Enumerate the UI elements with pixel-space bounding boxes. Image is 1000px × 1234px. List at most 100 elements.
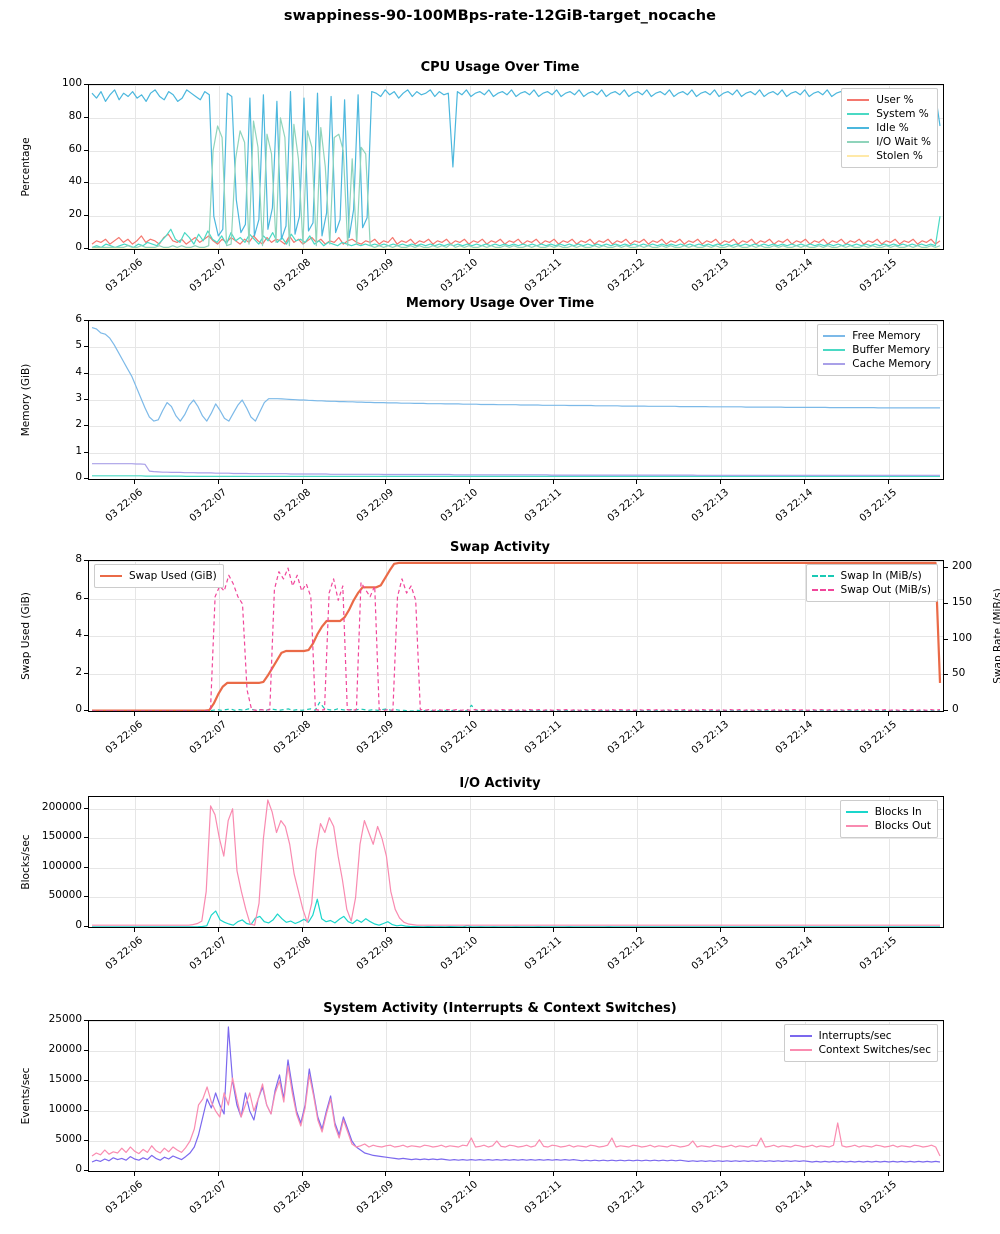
y-axis-right-tick-label: 50: [952, 667, 966, 680]
legend-item[interactable]: Free Memory: [823, 329, 931, 343]
x-axis-tickmark: [720, 1172, 722, 1176]
y-axis-tick-label: 6: [75, 590, 82, 603]
legend-label: Cache Memory: [852, 358, 931, 370]
y-axis-tickmark: [84, 1080, 88, 1081]
x-axis-tickmark: [552, 712, 554, 716]
legend-item[interactable]: Context Switches/sec: [789, 1043, 931, 1057]
legend-swap[interactable]: Swap In (MiB/s) Swap Out (MiB/s): [805, 564, 938, 602]
y-axis-tickmark: [84, 807, 88, 809]
chart-title-io: I/O Activity: [459, 776, 541, 791]
gridline-v: [219, 797, 220, 927]
y-axis-tickmark: [84, 1110, 88, 1111]
legend-item[interactable]: Buffer Memory: [823, 343, 931, 357]
legend-swatch-icon: [811, 575, 834, 577]
series-layer-io: [92, 799, 940, 927]
x-axis-tickmark: [636, 928, 638, 932]
gridline-v: [554, 561, 555, 711]
x-axis-tickmark: [636, 712, 638, 716]
y-axis-tickmark: [84, 320, 88, 321]
legend-label: Buffer Memory: [852, 344, 931, 356]
gridline-v: [470, 561, 471, 711]
legend-swap-left[interactable]: Swap Used (GiB): [94, 564, 224, 588]
legend-item[interactable]: System %: [847, 107, 931, 121]
gridline-v: [219, 1021, 220, 1171]
gridline-v: [637, 321, 638, 479]
x-axis-tickmark: [301, 712, 303, 716]
x-axis-tickmark: [803, 712, 805, 716]
series-layer-system: [91, 1026, 941, 1163]
legend-item[interactable]: Swap In (MiB/s): [811, 569, 931, 583]
y-axis-tickmark: [84, 560, 88, 561]
y-axis-label-system: Events/sec: [20, 1067, 32, 1125]
x-axis-tick-label: 03 22:08: [271, 1179, 313, 1217]
gridline-h: [89, 426, 943, 427]
y-axis-tick-label: 4: [75, 365, 82, 378]
x-axis-tickmark: [301, 1172, 303, 1176]
legend-item[interactable]: Idle %: [847, 121, 931, 135]
series-line: [91, 233, 941, 245]
x-axis-tick-label: 03 22:13: [689, 487, 732, 525]
y-axis-tick-label: 100000: [41, 859, 82, 872]
legend-io[interactable]: Blocks In Blocks Out: [839, 800, 938, 838]
x-axis-tick-label: 03 22:09: [354, 487, 397, 525]
legend-item[interactable]: Interrupts/sec: [789, 1029, 931, 1043]
x-axis-tickmark: [217, 712, 219, 716]
legend-item[interactable]: Cache Memory: [823, 357, 931, 371]
x-axis-tickmark: [385, 250, 387, 254]
legend-swatch-icon: [847, 141, 870, 143]
gridline-v: [470, 321, 471, 479]
x-axis-tick-label: 03 22:14: [773, 1179, 815, 1217]
x-axis-tickmark: [217, 480, 219, 484]
y-axis-tick-label: 25000: [48, 1013, 82, 1025]
gridline-v: [386, 797, 387, 927]
x-axis-tickmark: [803, 480, 805, 484]
x-axis-tickmark: [385, 480, 387, 484]
legend-label: Free Memory: [852, 330, 921, 342]
legend-item[interactable]: Blocks Out: [845, 819, 931, 833]
series-line: [91, 89, 941, 240]
x-axis-tick-label: 03 22:12: [606, 719, 648, 757]
y-axis-right-tickmark: [944, 638, 948, 640]
gridline-v: [386, 1021, 387, 1171]
x-axis-tickmark: [301, 250, 303, 254]
x-axis-tickmark: [887, 250, 889, 254]
legend-item[interactable]: Swap Used (GiB): [100, 569, 217, 583]
gridline-v: [470, 1021, 471, 1171]
legend-label: Stolen %: [876, 150, 923, 162]
series-line: [92, 567, 941, 711]
x-axis-tick-label: 03 22:06: [103, 487, 146, 525]
legend-swatch-icon: [789, 1049, 812, 1051]
x-axis-tick-label: 03 22:15: [857, 719, 899, 757]
x-axis-tickmark: [720, 480, 722, 484]
x-axis-tickmark: [636, 1172, 638, 1176]
gridline-v: [135, 561, 136, 711]
x-axis-tick-label: 03 22:11: [522, 487, 564, 525]
y-axis-tick-label: 8: [75, 553, 82, 565]
gridline-h: [89, 321, 943, 322]
series-layer-swap: [92, 561, 942, 711]
y-axis-tick-label: 2: [75, 665, 82, 678]
gridline-h: [89, 674, 943, 675]
y-axis-tick-label: 50000: [48, 889, 82, 902]
legend-swatch-icon: [823, 363, 846, 365]
x-axis-tick-label: 03 22:10: [438, 1179, 481, 1217]
legend-cpu[interactable]: User % System % Idle % I/O Wait % Stolen %: [841, 88, 938, 168]
legend-item[interactable]: Blocks In: [845, 805, 931, 819]
x-axis-tickmark: [636, 480, 638, 484]
series-line: [92, 117, 941, 248]
legend-item[interactable]: User %: [847, 93, 931, 107]
y-axis-right-tick-label: 100: [952, 631, 973, 644]
legend-swatch-icon: [845, 811, 868, 813]
y-axis-right-tickmark: [944, 567, 948, 569]
chart-title-cpu: CPU Usage Over Time: [420, 60, 580, 75]
legend-memory[interactable]: Free Memory Buffer Memory Cache Memory: [817, 324, 938, 376]
legend-system[interactable]: Interrupts/sec Context Switches/sec: [783, 1024, 938, 1062]
legend-item[interactable]: Swap Out (MiB/s): [811, 583, 931, 597]
x-axis-tick-label: 03 22:11: [522, 719, 564, 757]
y-axis-label-swap: Swap Used (GiB): [20, 592, 32, 680]
x-axis-tick-label: 03 22:07: [187, 935, 229, 973]
gridline-v: [805, 561, 806, 711]
legend-item[interactable]: I/O Wait %: [847, 135, 931, 149]
legend-item[interactable]: Stolen %: [847, 149, 931, 163]
y-axis-tickmark: [84, 837, 88, 839]
